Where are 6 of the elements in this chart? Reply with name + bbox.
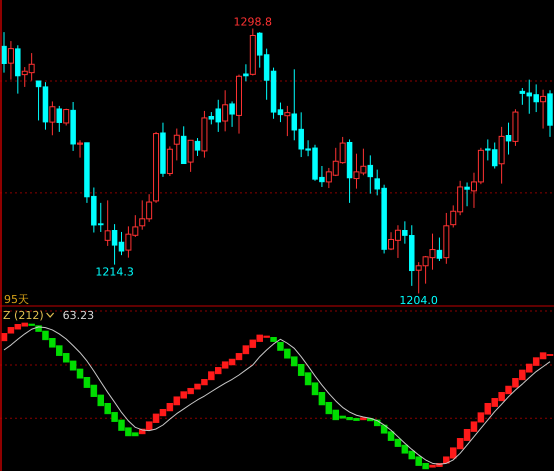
annotation: 95天	[4, 293, 29, 306]
annotation: 1214.3	[95, 266, 134, 279]
annotation: 1298.8	[234, 16, 272, 29]
chart-subtitle: 63.23	[62, 309, 94, 322]
annotation: 1204.0	[399, 294, 438, 307]
chart-title: Z (212)	[3, 309, 44, 322]
